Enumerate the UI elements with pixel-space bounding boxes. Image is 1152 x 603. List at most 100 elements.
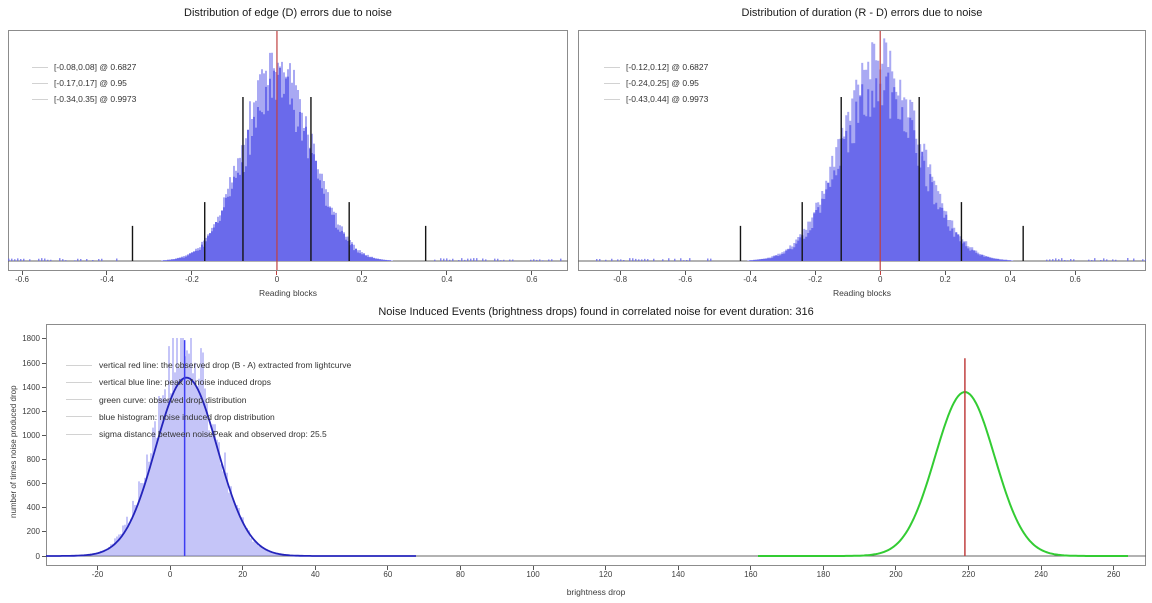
duration_error_distribution-histogram-tail-specks <box>596 258 1146 261</box>
noise_induced_events-y-tick-label: 1600 <box>22 358 40 368</box>
duration_error_distribution-x-tickmark <box>1074 271 1076 275</box>
duration_error_distribution-x-tick-label: 0.2 <box>939 275 951 284</box>
noise_induced_events-y-tickmark <box>42 531 46 533</box>
noise_induced_events-y-tickmark <box>42 483 46 485</box>
edge_error_distribution-x-tick-label: -0.4 <box>100 275 114 284</box>
legend-item-text: green curve: observed drop distribution <box>99 394 247 405</box>
legend-item-text: sigma distance between noisePeak and obs… <box>99 429 327 440</box>
noise_induced_events-legend-item: vertical blue line: peak of noise induce… <box>66 374 271 390</box>
noise_induced_events-x-tickmark <box>968 566 970 570</box>
noise_induced_events-x-tick-label: 200 <box>889 570 903 579</box>
noise_induced_events-chart-canvas <box>46 324 1146 566</box>
noise_induced_events-y-tickmark <box>42 338 46 340</box>
noise_induced_events-x-tick-label: 80 <box>455 570 465 579</box>
noise_induced_events-y-tickmark <box>42 555 46 557</box>
noise_induced_events-y-tickmark <box>42 362 46 364</box>
noise_induced_events-x-tick-label: 40 <box>310 570 320 579</box>
noise_induced_events-x-tickmark <box>677 566 679 570</box>
duration_error_distribution-legend-item: [-0.24,0.25] @ 0.95 <box>604 75 699 91</box>
duration-error-xaxis-label: Reading blocks <box>832 288 892 298</box>
duration_error_distribution-x-tick-label: 0 <box>877 275 883 284</box>
noise_induced_events-x-tick-label: 220 <box>961 570 976 579</box>
noise_induced_events-x-tick-label: 120 <box>598 570 613 579</box>
noise_induced_events-x-tickmark <box>605 566 607 570</box>
noise_induced_events-y-tickmark <box>42 410 46 412</box>
edge_error_distribution-chart-canvas <box>8 30 568 271</box>
noise_induced_events-x-tickmark <box>532 566 534 570</box>
legend-item-text: [-0.08,0.08] @ 0.6827 <box>54 62 137 72</box>
noise-events-yaxis-label: number of times noise produced drop <box>9 385 18 518</box>
duration_error_distribution-x-tick-label: -0.2 <box>808 275 823 284</box>
noise_induced_events-legend-item: green curve: observed drop distribution <box>66 392 246 408</box>
edge-error-chart-title: Distribution of edge (D) errors due to n… <box>184 7 392 19</box>
noise_induced_events-x-tick-label: 60 <box>383 570 393 579</box>
noise_induced_events-y-tick-label: 1400 <box>22 382 40 392</box>
noise_induced_events-noise-fit-curve <box>46 376 416 557</box>
duration_error_distribution-x-tickmark <box>944 271 946 275</box>
noise_induced_events-y-tick-label: 0 <box>35 551 40 561</box>
edge_error_distribution-x-tickmark <box>446 271 448 275</box>
duration_error_distribution-legend-item: [-0.43,0.44] @ 0.9973 <box>604 91 708 107</box>
noise_induced_events-x-tick-label: 100 <box>526 570 540 579</box>
noise_induced_events-x-tick-label: 20 <box>238 570 248 579</box>
edge_error_distribution-x-tickmark <box>191 271 193 275</box>
noise_induced_events-observed-drop-curve <box>758 391 1128 557</box>
noise_induced_events-x-tickmark <box>459 566 461 570</box>
legend-sample-line <box>66 399 92 401</box>
noise_induced_events-x-tickmark <box>387 566 389 570</box>
noise_induced_events-x-tickmark <box>750 566 752 570</box>
noise_induced_events-y-tick-label: 400 <box>26 503 40 513</box>
legend-sample-line <box>604 98 620 100</box>
noise_induced_events-y-tick-label: 800 <box>26 455 40 465</box>
edge_error_distribution-zero-red-tickmark <box>276 271 278 275</box>
edge_error_distribution-x-tick-label: 0.2 <box>356 275 368 284</box>
edge_error_distribution-x-tick-label: -0.2 <box>185 275 199 284</box>
edge_error_distribution-legend-item: [-0.17,0.17] @ 0.95 <box>32 75 127 91</box>
duration_error_distribution-zero-red-tickmark <box>879 271 881 275</box>
noise_induced_events-y-tick-label: 1200 <box>22 406 40 416</box>
noise_induced_events-legend-item: sigma distance between noisePeak and obs… <box>66 426 327 442</box>
noise_induced_events-x-tickmark <box>242 566 244 570</box>
noise_induced_events-x-tickmark <box>1040 566 1042 570</box>
noise_induced_events-legend-item: vertical red line: the observed drop (B … <box>66 357 351 373</box>
legend-item-text: [-0.12,0.12] @ 0.6827 <box>626 62 709 72</box>
legend-sample-line <box>32 82 48 84</box>
edge_error_distribution-x-tick-label: 0.4 <box>441 275 453 284</box>
legend-sample-line <box>66 416 92 418</box>
duration_error_distribution-x-tick-label: -0.8 <box>613 275 628 284</box>
duration_error_distribution-x-tick-label: 0.6 <box>1069 275 1081 284</box>
legend-item-text: [-0.34,0.35] @ 0.9973 <box>54 94 137 104</box>
noise_induced_events-x-tick-label: 180 <box>816 570 831 579</box>
duration_error_distribution-x-tickmark <box>684 271 686 275</box>
noise-events-chart-title: Noise Induced Events (brightness drops) … <box>378 306 814 318</box>
edge_error_distribution-x-tick-label: 0.6 <box>526 275 538 284</box>
duration_error_distribution-x-tickmark <box>619 271 621 275</box>
noise_induced_events-x-tickmark <box>97 566 99 570</box>
noise_induced_events-x-tickmark <box>1113 566 1115 570</box>
noise_induced_events-legend-item: blue histogram: noise induced drop distr… <box>66 409 275 425</box>
legend-item-text: [-0.17,0.17] @ 0.95 <box>54 78 127 88</box>
duration_error_distribution-x-tickmark <box>1009 271 1011 275</box>
legend-sample-line <box>32 98 48 100</box>
edge_error_distribution-x-tickmark <box>21 271 23 275</box>
legend-sample-line <box>66 364 92 366</box>
noise_induced_events-x-tick-label: 0 <box>167 570 173 579</box>
edge_error_distribution-histogram-tail-specks <box>8 258 562 261</box>
edge_error_distribution-x-tick-label: -0.6 <box>15 275 29 284</box>
legend-sample-line <box>604 66 620 68</box>
duration_error_distribution-x-tickmark <box>749 271 751 275</box>
noise_induced_events-y-tick-label: 600 <box>26 479 40 489</box>
noise_induced_events-y-tick-label: 1800 <box>22 334 40 344</box>
edge_error_distribution-x-tickmark <box>106 271 108 275</box>
noise_induced_events-x-tick-label: -20 <box>91 570 104 579</box>
legend-sample-line <box>604 82 620 84</box>
noise-events-xaxis-label: brightness drop <box>566 587 626 597</box>
noise_induced_events-y-tickmark <box>42 507 46 509</box>
legend-item-text: vertical blue line: peak of noise induce… <box>99 377 271 388</box>
noise_induced_events-y-tickmark <box>42 459 46 461</box>
duration_error_distribution-x-tick-label: -0.4 <box>743 275 758 284</box>
noise_induced_events-y-tickmark <box>42 434 46 436</box>
noise_induced_events-x-tickmark <box>314 566 316 570</box>
noise_induced_events-y-tick-label: 1000 <box>22 430 40 440</box>
